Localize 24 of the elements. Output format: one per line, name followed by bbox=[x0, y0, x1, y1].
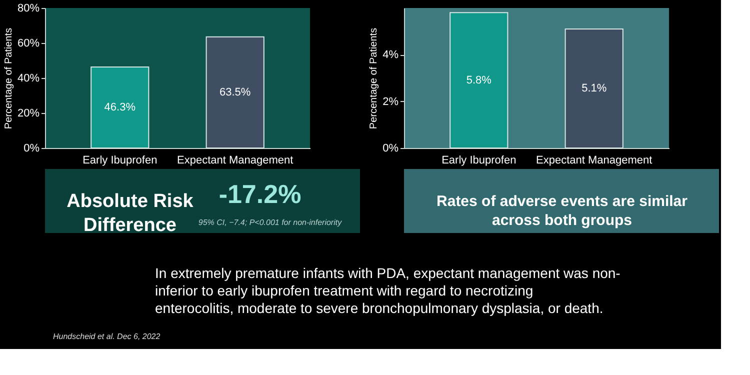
text: -17.2% bbox=[218, 179, 302, 209]
y-tick-label: 40% bbox=[17, 72, 40, 84]
data-label: 5.8% bbox=[466, 74, 492, 86]
y-tick-label: 80% bbox=[17, 2, 40, 14]
data-label: 46.3% bbox=[104, 101, 136, 114]
y-tick-label: 60% bbox=[17, 38, 40, 50]
text: Rates of adverse events are similar across both groups bbox=[436, 193, 688, 229]
data-label: 5.1% bbox=[582, 82, 607, 94]
y-tick-label: 0% bbox=[382, 142, 399, 154]
x-tick-label: Expectant Management bbox=[536, 154, 652, 166]
text: 95% CI, −7.4; P<0.001 for non-inferiority bbox=[198, 218, 343, 227]
y-tick-label: 0% bbox=[24, 142, 40, 154]
x-tick-label: Early Ibuprofen bbox=[82, 154, 158, 166]
text: Absolute Risk Difference bbox=[66, 191, 194, 236]
text: In extremely premature infants with PDA, expectant management was non-inferior to early ibuprofen treatment with regard to necrotizing enterocolitis, moderate to severe bronchopulmonary dysplasia, or death. bbox=[155, 265, 621, 316]
y-tick-label: 4% bbox=[382, 49, 399, 62]
data-label: 63.5% bbox=[220, 86, 251, 98]
y-axis-title: Percentage of Patients bbox=[368, 28, 380, 130]
text: Hundscheid et al. Dec 6, 2022 bbox=[53, 332, 161, 341]
x-tick-label: Expectant Management bbox=[177, 154, 294, 166]
y-axis-title: Percentage of Patients bbox=[3, 28, 14, 130]
y-tick-label: 20% bbox=[17, 108, 40, 120]
y-tick-label: 2% bbox=[382, 96, 399, 108]
x-tick-label: Early Ibuprofen bbox=[442, 154, 516, 166]
